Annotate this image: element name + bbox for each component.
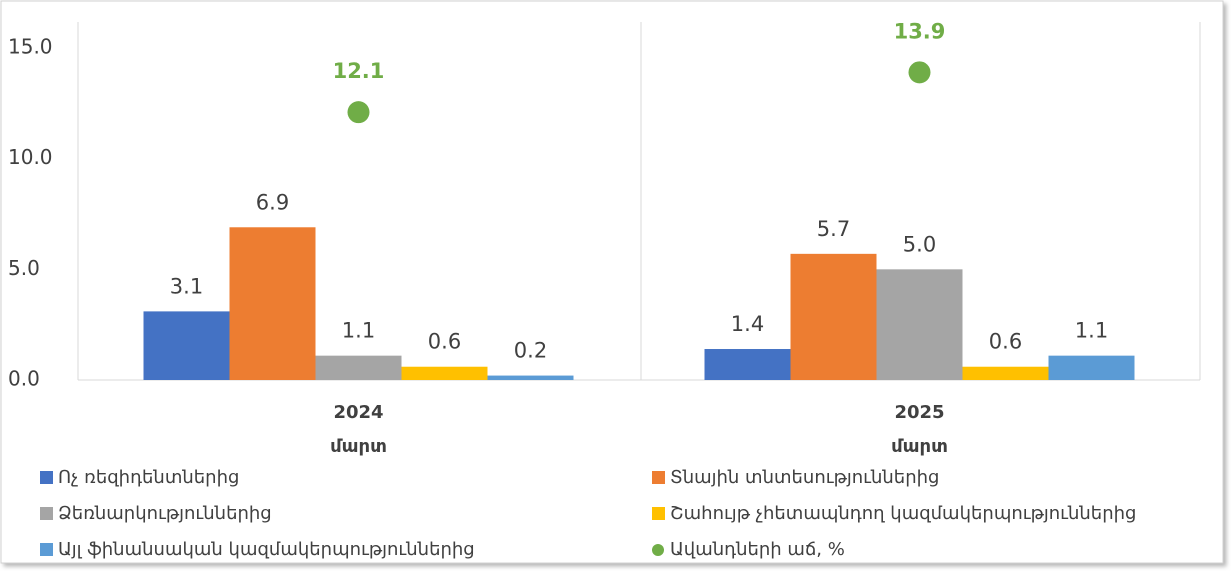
legend-label: Տնային տնտեսություններից bbox=[670, 467, 939, 488]
data-label: 0.2 bbox=[514, 339, 547, 363]
bar bbox=[143, 311, 230, 380]
bar bbox=[790, 253, 877, 380]
bar bbox=[962, 366, 1049, 380]
data-label: 12.1 bbox=[333, 59, 385, 83]
x-tick-sublabel: մարտ bbox=[330, 436, 387, 457]
data-label: 1.1 bbox=[342, 319, 375, 343]
data-label: 1.1 bbox=[1075, 319, 1108, 343]
bar bbox=[229, 227, 316, 380]
x-tick-label: 2025 bbox=[894, 402, 944, 423]
bar bbox=[1048, 355, 1135, 380]
bar bbox=[487, 375, 574, 380]
y-tick-label: 15.0 bbox=[8, 35, 53, 59]
y-tick-label: 10.0 bbox=[8, 145, 53, 169]
bar bbox=[401, 366, 488, 380]
data-label: 13.9 bbox=[894, 19, 946, 43]
legend-swatch bbox=[652, 471, 665, 484]
y-tick-label: 0.0 bbox=[8, 367, 40, 391]
legend-label: Ոչ ռեզիդենտներից bbox=[58, 467, 239, 488]
y-tick-label: 5.0 bbox=[8, 256, 40, 280]
x-tick-label: 2024 bbox=[333, 402, 383, 423]
data-label: 0.6 bbox=[989, 330, 1022, 354]
legend-swatch bbox=[40, 543, 53, 556]
bar bbox=[704, 349, 791, 380]
dot bbox=[347, 101, 370, 124]
data-label: 0.6 bbox=[428, 330, 461, 354]
data-label: 1.4 bbox=[731, 312, 764, 336]
legend-label: Ավանդների աճ, % bbox=[670, 539, 845, 560]
legend-swatch bbox=[40, 507, 53, 520]
data-label: 5.0 bbox=[903, 232, 936, 256]
dot bbox=[908, 61, 931, 84]
bar bbox=[876, 269, 963, 380]
bar bbox=[315, 355, 402, 380]
data-label: 6.9 bbox=[256, 190, 289, 214]
legend-swatch bbox=[652, 507, 665, 520]
legend-label: Ձեռնարկություններից bbox=[58, 503, 272, 524]
x-tick-sublabel: մարտ bbox=[891, 436, 948, 457]
legend-label: Շահույթ չհետապնդող կազմակերպություններից bbox=[670, 503, 1136, 524]
data-label: 3.1 bbox=[170, 274, 203, 298]
legend-swatch bbox=[40, 471, 53, 484]
legend-swatch bbox=[652, 544, 664, 556]
data-label: 5.7 bbox=[817, 217, 850, 241]
legend-label: Այլ ֆինանսական կազմակերպություններից bbox=[58, 539, 475, 560]
